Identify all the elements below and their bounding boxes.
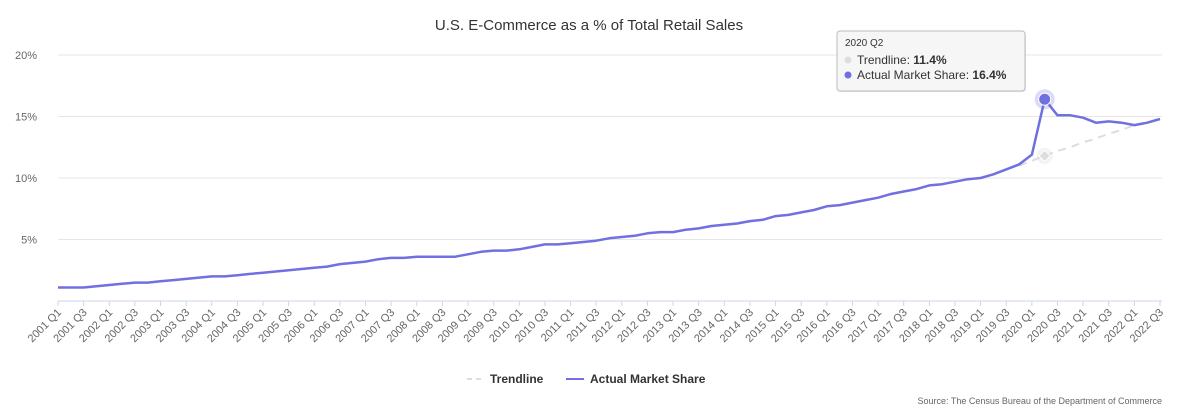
tooltip-row-label: Actual Market Share: [857,68,972,82]
legend-trendline-label[interactable]: Trendline [490,372,544,386]
tooltip: 2020 Q2 Trendline: 11.4%Actual Market Sha… [836,30,1026,92]
y-tick-label: 20% [15,50,37,62]
actual-hover-marker[interactable] [1038,92,1052,106]
chart-title: U.S. E-Commerce as a % of Total Retail S… [435,17,743,34]
trendline-hover-marker[interactable] [1038,149,1052,163]
tooltip-row-value: 11.4% [913,53,947,67]
tooltip-box [836,30,1026,92]
legend-actual-label[interactable]: Actual Market Share [590,372,706,386]
y-tick-label: 10% [15,173,37,185]
tooltip-row-swatch [844,71,852,79]
legend: Trendline Actual Market Share [467,372,706,386]
y-axis: 5% 10% 15% 20% [15,50,37,247]
tooltip-title: 2020 Q2 [845,38,884,49]
series-group [58,89,1161,289]
tooltip-row-swatch [844,56,852,64]
tooltip-row-value: 16.4% [972,68,1006,82]
trendline-series [1018,124,1135,167]
source-credit: Source: The Census Bureau of the Departm… [918,396,1162,406]
tooltip-row: Trendline: 11.4% [857,53,947,67]
y-tick-label: 5% [21,235,37,247]
tooltip-row-label: Trendline: [857,53,913,67]
y-tick-label: 15% [15,112,37,124]
actual-market-share-series [58,98,1161,289]
tooltip-row: Actual Market Share: 16.4% [857,68,1007,82]
